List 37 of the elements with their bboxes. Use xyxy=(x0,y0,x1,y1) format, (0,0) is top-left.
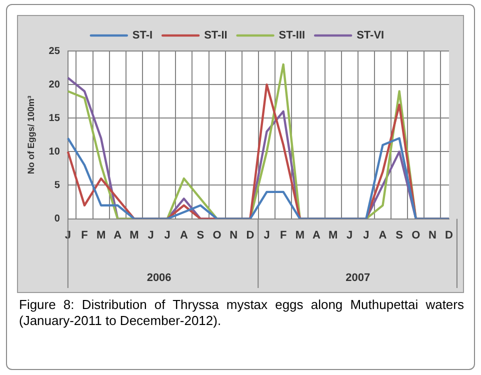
x-tick-label: A xyxy=(312,229,320,242)
legend-label: ST-III xyxy=(278,30,306,42)
x-tick-label: F xyxy=(280,229,287,242)
x-tick-label: D xyxy=(246,229,254,242)
caption: Figure 8: Distribution of Thryssa mystax eggs along Muthupettai waters (January-2011 to December-2012). xyxy=(19,297,464,329)
legend-label: ST-VI xyxy=(356,30,384,42)
y-tick-label: 15 xyxy=(48,112,60,124)
y-axis-title: No of Eggs/ 100m³ xyxy=(26,96,36,174)
x-tick-label: A xyxy=(114,229,122,242)
text: 2007 xyxy=(346,272,370,284)
x-tick-label: J xyxy=(164,229,170,242)
text: 2006 xyxy=(146,272,172,284)
x-tick-label: M xyxy=(130,229,139,242)
y-tick-label: 10 xyxy=(48,146,60,158)
x-tick-label: J xyxy=(363,229,370,242)
x-tick-label: J xyxy=(346,229,353,242)
x-tick-label: D xyxy=(445,229,454,242)
x-tick-label: O xyxy=(212,229,222,242)
x-tick-label: S xyxy=(196,229,204,242)
x-tick-label: F xyxy=(81,229,88,242)
y-tick-label: 5 xyxy=(54,180,60,191)
legend-label: ST-I xyxy=(132,30,153,42)
y-tick-label: 20 xyxy=(48,79,60,90)
x-tick-label: A xyxy=(180,229,188,242)
legend-label: ST-II xyxy=(204,30,228,42)
x-tick-label: S xyxy=(396,229,403,242)
x-tick-label: J xyxy=(264,229,270,242)
x-tick-label: M xyxy=(295,229,304,242)
x-tick-label: O xyxy=(412,229,421,242)
x-tick-label: A xyxy=(378,229,387,242)
y-tick-label: 25 xyxy=(48,46,60,57)
x-tick-label: M xyxy=(96,229,106,242)
x-tick-label: M xyxy=(328,229,338,242)
x-tick-label: J xyxy=(148,229,154,242)
x-tick-label: N xyxy=(230,229,238,242)
y-tick-label: 0 xyxy=(54,214,60,225)
x-tick-label: N xyxy=(428,229,436,242)
